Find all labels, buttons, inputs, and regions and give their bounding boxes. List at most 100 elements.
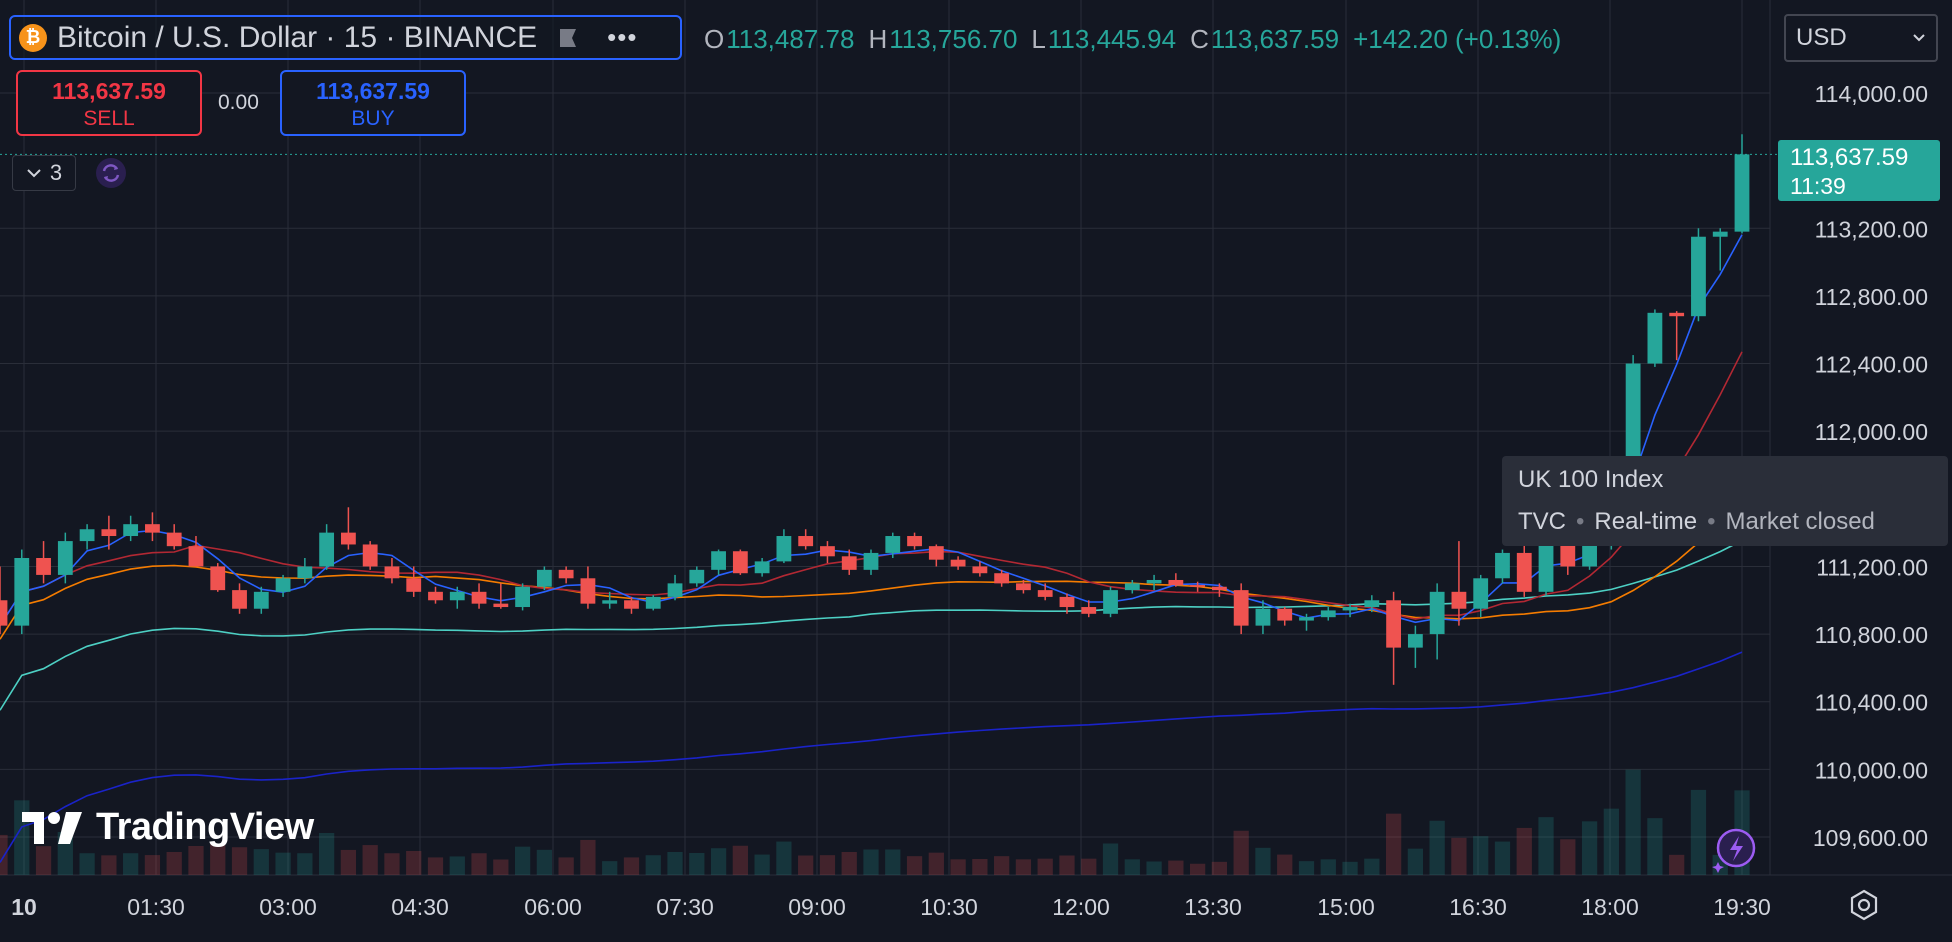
- sell-label: SELL: [83, 107, 135, 130]
- sync-icon[interactable]: [95, 157, 127, 189]
- spread-value: 0.00: [218, 91, 259, 114]
- volume-bar: [710, 848, 727, 875]
- bitcoin-logo-icon: ₿: [19, 23, 47, 52]
- candle-body: [1124, 583, 1140, 591]
- ma-line-long: [0, 651, 1743, 863]
- candle-body: [1669, 312, 1685, 317]
- x-tick-label: 18:00: [1581, 894, 1639, 920]
- candle-body: [145, 524, 160, 533]
- volume-bar: [471, 853, 487, 875]
- volume-bar: [1560, 839, 1576, 875]
- candle-body: [667, 583, 683, 597]
- y-tick-label: 112,000.00: [1815, 419, 1928, 445]
- volume-bar: [536, 849, 552, 875]
- volume-bar: [928, 852, 944, 875]
- candle-body: [994, 573, 1010, 584]
- volume-bar: [1168, 860, 1184, 875]
- high-label: H: [868, 24, 888, 54]
- x-tick-label: 01:30: [127, 894, 185, 920]
- candle-body: [515, 586, 531, 608]
- candle-body: [1190, 585, 1206, 587]
- candle-body: [1342, 607, 1358, 611]
- candle-body: [1211, 586, 1227, 591]
- volume-bar: [602, 861, 618, 875]
- indicators-count: 3: [49, 160, 63, 185]
- x-tick-label: 13:30: [1184, 894, 1242, 920]
- volume-bar: [1625, 769, 1641, 875]
- candle-body: [188, 546, 204, 567]
- volume-bar: [1211, 861, 1228, 875]
- volume-bar: [1647, 818, 1663, 875]
- tooltip-details: TVC • Real-time • Market closed: [1518, 508, 1932, 536]
- volume-bar: [623, 857, 640, 875]
- volume-bar: [79, 853, 95, 875]
- candle-body: [1516, 552, 1532, 592]
- candle-body: [1473, 578, 1489, 609]
- sell-button[interactable]: 113,637.59 SELL: [16, 70, 202, 136]
- flag-icon[interactable]: [557, 27, 579, 49]
- buy-button[interactable]: 113,637.59 BUY: [280, 70, 466, 136]
- candle-body: [1299, 617, 1314, 621]
- candle-body: [602, 600, 618, 604]
- close-label: C: [1190, 24, 1209, 54]
- close-value: 113,637.59: [1210, 24, 1340, 54]
- open-label: O: [704, 24, 725, 54]
- candle-body: [166, 532, 182, 547]
- candle-body: [558, 569, 574, 579]
- volume-bar: [972, 859, 988, 875]
- volume-bar: [1015, 859, 1032, 875]
- volume-bar: [1102, 843, 1119, 875]
- y-tick-label: 109,600.00: [1813, 825, 1928, 851]
- y-tick-label: 112,800.00: [1815, 284, 1928, 310]
- indicators-toggle[interactable]: 3: [12, 155, 76, 191]
- ohlc-legend: O 113,487.78 H 113,756.70 L 113,445.94 C 113…: [704, 24, 1575, 55]
- volume-bar: [493, 859, 509, 875]
- x-tick-label: 16:30: [1449, 894, 1507, 920]
- currency-value: USD: [1796, 24, 1847, 51]
- x-tick-label: 10:30: [920, 894, 978, 920]
- y-tick-label: 112,400.00: [1815, 352, 1928, 378]
- symbol-header[interactable]: ₿ Bitcoin / U.S. Dollar · 15 · BINANCE •…: [9, 15, 682, 60]
- flash-icon[interactable]: [1710, 826, 1758, 874]
- volume-bar: [1233, 830, 1249, 875]
- volume-bar: [384, 853, 400, 875]
- x-tick-label: 12:00: [1052, 894, 1110, 920]
- settings-gear-icon[interactable]: [1847, 888, 1881, 922]
- candle-body: [1560, 541, 1576, 567]
- candle-body: [1538, 541, 1554, 592]
- candle-body: [1277, 608, 1293, 621]
- candle-body: [14, 558, 30, 626]
- buy-label: BUY: [351, 107, 395, 130]
- volume-bar: [1298, 861, 1315, 875]
- candle-body: [1691, 236, 1706, 317]
- volume-bar: [1494, 841, 1511, 875]
- volume-bar: [645, 855, 661, 875]
- ma-line-slow: [0, 499, 1743, 640]
- volume-bar: [514, 846, 531, 875]
- volume-bar: [1146, 861, 1162, 875]
- volume-bar: [1385, 813, 1402, 875]
- volume-bar: [1124, 859, 1140, 875]
- candle-body: [319, 532, 335, 567]
- open-value: 113,487.78: [726, 24, 855, 54]
- volume-bar: [1407, 848, 1423, 875]
- tradingview-logo[interactable]: TradingView: [22, 806, 314, 849]
- more-options-icon[interactable]: •••: [607, 22, 638, 52]
- candle-body: [841, 556, 857, 570]
- candle-body: [1712, 231, 1728, 237]
- candle-body: [907, 536, 922, 547]
- y-tick-label: 111,200.00: [1816, 554, 1928, 580]
- candle-body: [275, 578, 291, 592]
- volume-bar: [841, 852, 857, 875]
- symbol-title: Bitcoin / U.S. Dollar · 15 · BINANCE: [57, 20, 538, 54]
- candle-body: [1734, 154, 1750, 232]
- candle-body: [79, 529, 95, 542]
- candle-body: [210, 566, 226, 591]
- currency-select[interactable]: USD: [1784, 14, 1938, 62]
- volume-bar: [1538, 817, 1554, 875]
- volume-bar: [1037, 858, 1053, 875]
- candle-body: [536, 569, 552, 587]
- volume-bar: [885, 849, 901, 875]
- volume-bar: [1320, 859, 1336, 875]
